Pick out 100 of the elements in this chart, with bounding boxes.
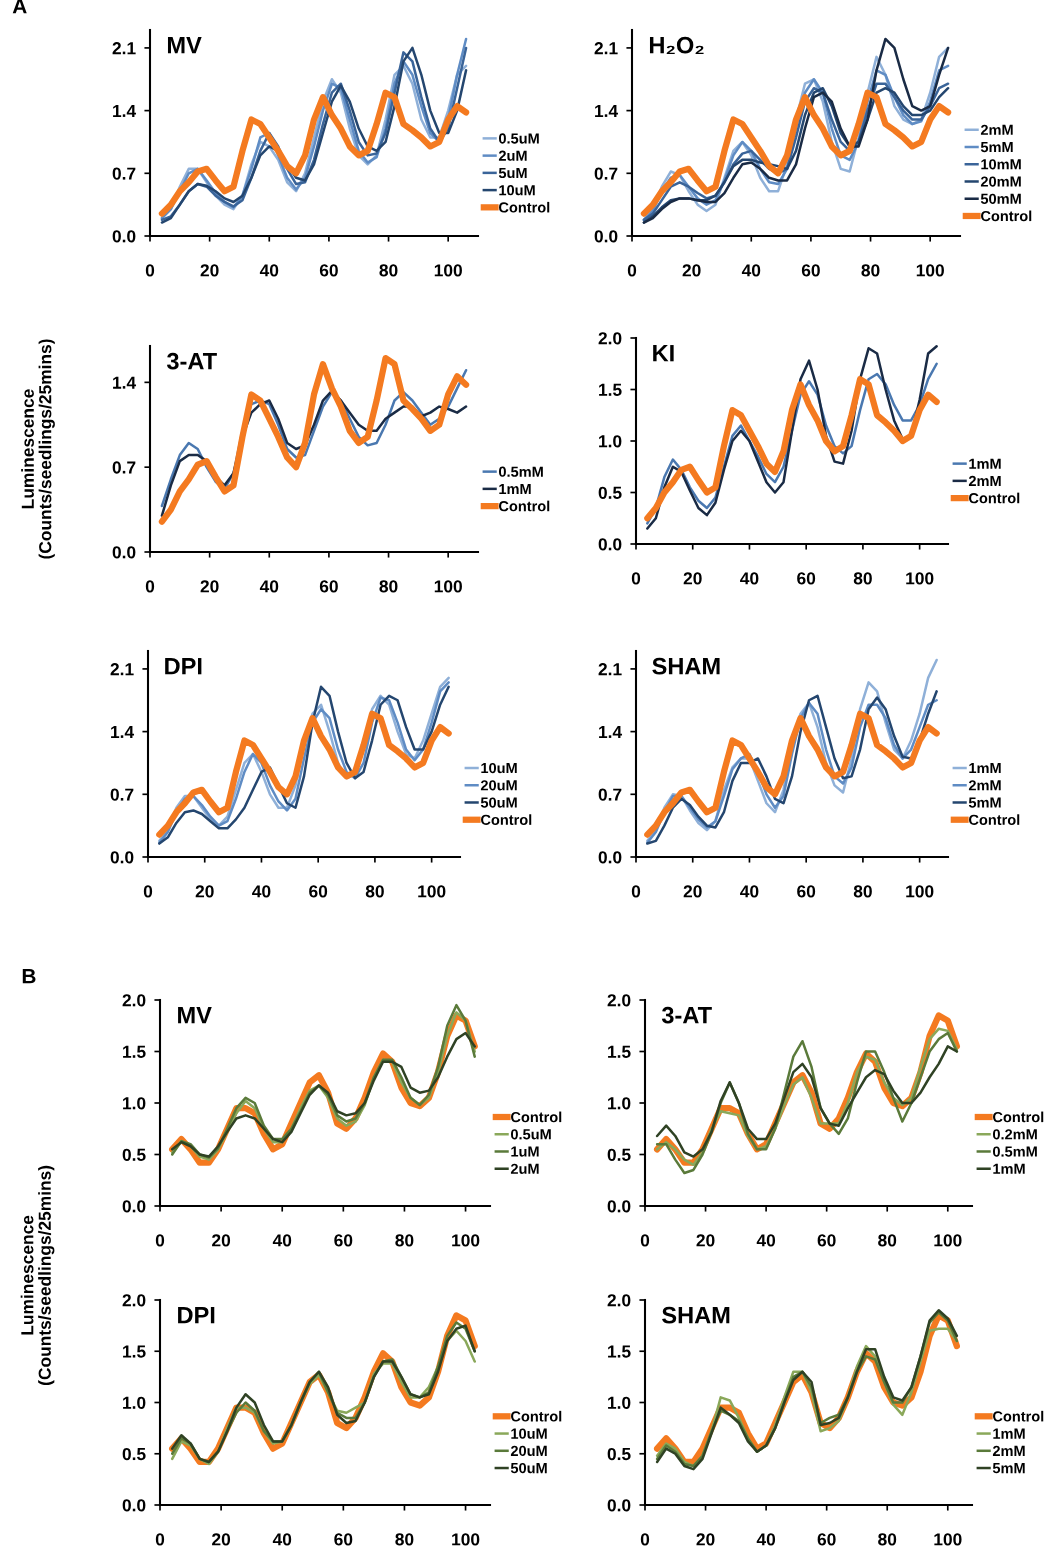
legend-label: 0.5mM [992,1146,1037,1157]
y-tick-label: 0.7 [112,461,136,474]
y-tick-label: 1.0 [608,1396,631,1409]
legend-label: 2uM [498,150,527,161]
x-tick-label: 80 [878,1234,897,1247]
y-tick-label: 0.7 [594,167,618,180]
x-tick-label: 40 [272,1234,292,1247]
chart-title: MV [167,37,202,54]
text: B [22,968,36,984]
legend-label: 5mM [968,797,1001,808]
y-tick-label: 1.0 [608,1097,631,1110]
chart-title: 3-AT [166,352,217,370]
x-tick-label: 40 [756,1533,776,1546]
y-axis-title: Luminescence (Counts/seedlings/25mins) [21,339,55,559]
legend-label: 50uM [480,797,517,808]
x-tick-label: 40 [740,572,759,585]
x-tick-label: 100 [906,885,934,898]
chart-title: SHAM [652,657,720,675]
x-tick-label: 60 [309,885,328,898]
x-tick-label: 100 [906,572,934,585]
x-tick-label: 20 [683,885,702,898]
chart-title: SHAM [662,1306,730,1324]
legend-label: 10uM [511,1428,547,1439]
x-tick-label: 20 [696,1533,715,1546]
legend-label: Control [499,201,550,213]
chart-title: DPI [178,1307,215,1324]
chart-title: KI [653,345,674,362]
legend-label: Control [993,1410,1044,1422]
legend-label: 5uM [498,167,527,179]
x-tick-label: 0 [631,885,641,898]
x-tick-label: 40 [259,580,279,593]
x-tick-label: 80 [853,572,872,585]
y-tick-label: 1.5 [608,1045,631,1058]
x-tick-label: 100 [934,1533,962,1546]
x-tick-label: 60 [334,1533,353,1546]
x-tick-label: 60 [319,580,338,593]
x-tick-label: 0 [627,264,637,277]
y-tick-label: 2.1 [598,663,622,676]
x-tick-label: 20 [696,1234,715,1247]
y-tick-label: 1.0 [599,435,622,448]
x-tick-label: 40 [259,264,279,277]
y-tick-label: 2.0 [122,1294,146,1307]
y-tick-label: 1.4 [113,376,137,389]
x-tick-label: 100 [452,1533,480,1546]
y-tick-label: 0.5 [122,1447,146,1461]
y-tick-label: 1.5 [123,1045,146,1058]
x-tick-label: 80 [379,580,398,593]
legend-label: 0.5mM [498,466,543,477]
y-tick-label: 0.7 [110,788,134,801]
x-tick-label: 60 [334,1234,353,1247]
legend-label: 10uM [481,762,517,774]
legend-label: 1mM [969,763,1001,774]
y-tick-label: 1.4 [111,725,135,738]
y-tick-label: 0.0 [607,1499,631,1512]
y-tick-label: 0.5 [607,1148,631,1161]
y-tick-label: 1.5 [608,1345,631,1358]
legend-label: 1mM [969,458,1001,469]
y-tick-label: 0.0 [122,1499,146,1512]
x-tick-label: 80 [365,885,384,898]
legend-label: 2uM [510,1163,539,1174]
x-tick-label: 20 [212,1533,231,1546]
x-tick-label: 0 [145,264,155,277]
legend-label: 5mM [980,142,1013,153]
legend-label: 1uM [511,1146,539,1157]
legend-label: 10mM [981,159,1021,170]
y-tick-label: 2.1 [594,42,618,55]
x-tick-label: 80 [861,264,880,277]
x-tick-label: 0 [631,572,641,585]
legend-label: 2mM [992,1445,1025,1456]
x-tick-label: 20 [200,264,219,277]
legend-label: 0.5uM [498,133,539,144]
y-tick-label: 0.0 [110,851,134,864]
y-tick-label: 1.5 [123,1345,146,1358]
legend-label: 50mM [980,193,1021,204]
x-tick-label: 100 [916,264,944,277]
x-tick-label: 0 [145,580,155,593]
legend-label: Control [981,210,1032,222]
x-tick-label: 60 [797,885,816,898]
y-tick-label: 2.0 [607,994,631,1007]
legend-label: Control [511,1111,562,1123]
y-tick-label: 0.0 [122,1200,146,1213]
y-tick-label: 1.4 [113,104,137,117]
x-tick-label: 20 [200,580,219,593]
x-tick-label: 40 [272,1533,292,1546]
x-tick-label: 60 [817,1234,836,1247]
x-tick-label: 0 [640,1533,650,1546]
x-tick-label: 0 [155,1234,165,1247]
x-tick-label: 80 [395,1234,414,1247]
x-tick-label: 20 [682,264,701,277]
x-tick-label: 20 [195,885,214,898]
x-tick-label: 80 [878,1533,897,1546]
y-tick-label: 1.0 [123,1097,146,1110]
legend-label: 5mM [992,1463,1025,1474]
x-tick-label: 20 [212,1234,231,1247]
legend-label: 20uM [480,780,517,791]
chart-title: DPI [165,658,202,675]
x-tick-label: 100 [452,1234,480,1247]
y-tick-label: 0.7 [112,167,136,180]
legend-label: 50uM [510,1462,547,1474]
x-tick-label: 40 [756,1234,776,1247]
